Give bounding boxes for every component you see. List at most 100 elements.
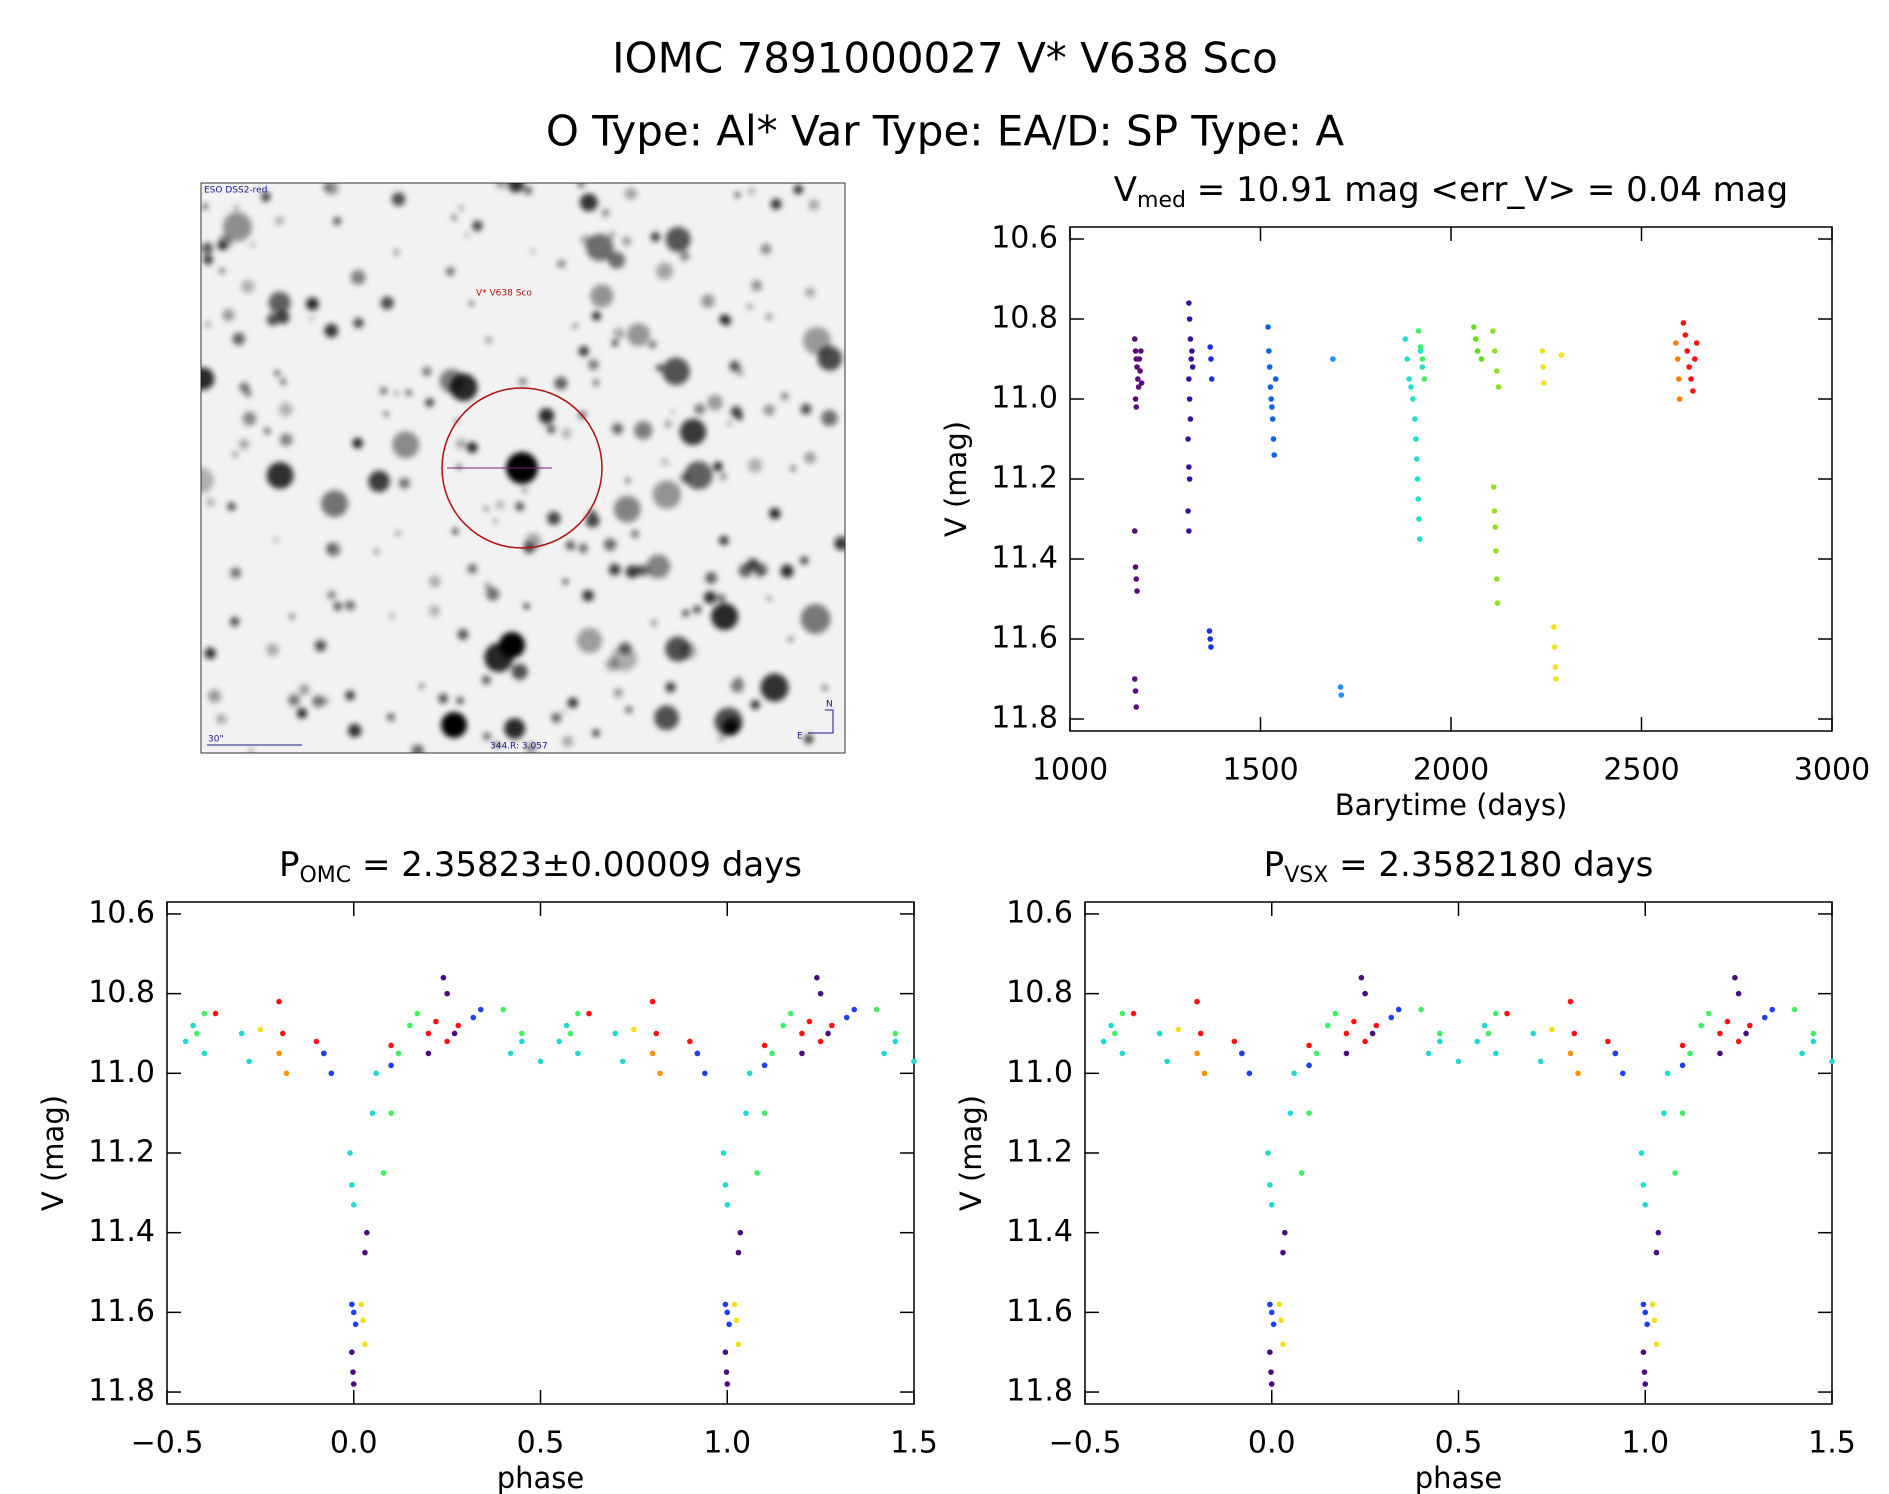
data-point: [1493, 576, 1500, 582]
star: [551, 712, 562, 723]
star: [324, 323, 339, 338]
data-point: [1687, 1050, 1693, 1057]
data-point: [556, 1038, 562, 1045]
data-point: [1231, 1038, 1238, 1045]
star: [455, 438, 467, 449]
title-part: = 2.35823±0.00009 days: [351, 845, 802, 885]
data-point: [1298, 1170, 1305, 1176]
star: [804, 451, 816, 464]
data-point: [1717, 1050, 1723, 1057]
star: [201, 242, 214, 255]
star: [268, 291, 291, 314]
data-point: [350, 1369, 356, 1375]
data-point: [851, 1006, 858, 1013]
data-point: [1207, 344, 1214, 350]
data-point: [321, 1050, 327, 1057]
star: [630, 529, 640, 539]
star: [635, 564, 647, 577]
data-point: [507, 1050, 514, 1057]
star: [374, 549, 380, 554]
data-point: [1133, 704, 1140, 710]
data-point: [724, 1309, 731, 1316]
star: [611, 339, 619, 347]
data-point: [1134, 364, 1140, 370]
star: [492, 518, 499, 524]
star: [222, 308, 235, 322]
star: [305, 297, 319, 311]
data-point: [746, 1070, 753, 1077]
data-point: [1410, 396, 1416, 402]
star: [769, 507, 781, 520]
data-point: [1769, 1006, 1776, 1013]
star: [719, 472, 727, 481]
data-point: [349, 1182, 355, 1188]
data-point: [1437, 1030, 1443, 1037]
star: [655, 262, 674, 280]
star: [239, 382, 250, 393]
data-point: [1490, 328, 1496, 334]
x-tick-label: 3000: [1794, 753, 1870, 788]
data-point: [1490, 484, 1497, 490]
data-point: [1549, 1026, 1555, 1033]
x-tick-label: 1.5: [890, 1426, 938, 1461]
star: [726, 421, 732, 426]
star: [713, 461, 723, 472]
data-point: [586, 1010, 592, 1017]
star: [262, 197, 268, 203]
star: [670, 409, 675, 414]
data-point: [1269, 404, 1275, 410]
data-point: [1280, 1341, 1286, 1348]
y-axis-label: V (mag): [36, 1095, 70, 1211]
star: [493, 741, 501, 748]
x-tick-label: 2500: [1603, 753, 1679, 788]
data-point: [1810, 1038, 1817, 1045]
data-point: [1175, 1026, 1182, 1033]
data-point: [1416, 516, 1422, 522]
star: [326, 542, 341, 557]
data-point: [433, 1018, 439, 1025]
data-point: [1388, 1014, 1395, 1021]
star: [760, 673, 789, 702]
star: [665, 682, 676, 693]
data-point: [1268, 1369, 1274, 1375]
data-point: [362, 1341, 368, 1348]
star: [586, 233, 614, 262]
data-point: [1186, 464, 1192, 470]
data-point: [724, 1201, 731, 1208]
star: [202, 203, 209, 210]
star: [238, 438, 250, 450]
subtitle: O Type: Al* Var Type: EA/D: SP Type: A: [546, 107, 1344, 156]
star: [449, 373, 478, 402]
star: [486, 587, 500, 601]
star: [621, 236, 632, 246]
star: [441, 712, 467, 738]
star: [665, 226, 691, 253]
data-point: [1537, 1058, 1544, 1065]
data-point: [1239, 1050, 1245, 1057]
data-point: [1495, 384, 1502, 390]
data-point: [780, 1022, 787, 1029]
data-point: [726, 1321, 732, 1328]
data-point: [1306, 1042, 1312, 1049]
data-point: [1188, 356, 1194, 362]
data-point: [201, 1010, 208, 1017]
data-point: [1419, 364, 1426, 370]
data-point: [451, 1030, 458, 1037]
data-point: [537, 1058, 544, 1065]
data-point: [1743, 1030, 1749, 1037]
star: [242, 411, 257, 426]
data-point: [1207, 636, 1214, 642]
data-point: [1208, 376, 1215, 382]
data-point: [1493, 368, 1500, 374]
data-point: [519, 1030, 525, 1037]
data-point: [1271, 452, 1278, 458]
data-point: [1265, 324, 1271, 330]
star: [380, 296, 394, 310]
star: [747, 458, 763, 473]
star: [656, 364, 664, 372]
finder-image: ESO DSS2-red V* V638 Sco 30" 344.R: 3.05…: [200, 182, 846, 754]
data-point: [1799, 1050, 1805, 1057]
star: [624, 477, 631, 484]
data-point: [731, 1301, 738, 1308]
data-point: [1186, 376, 1192, 382]
